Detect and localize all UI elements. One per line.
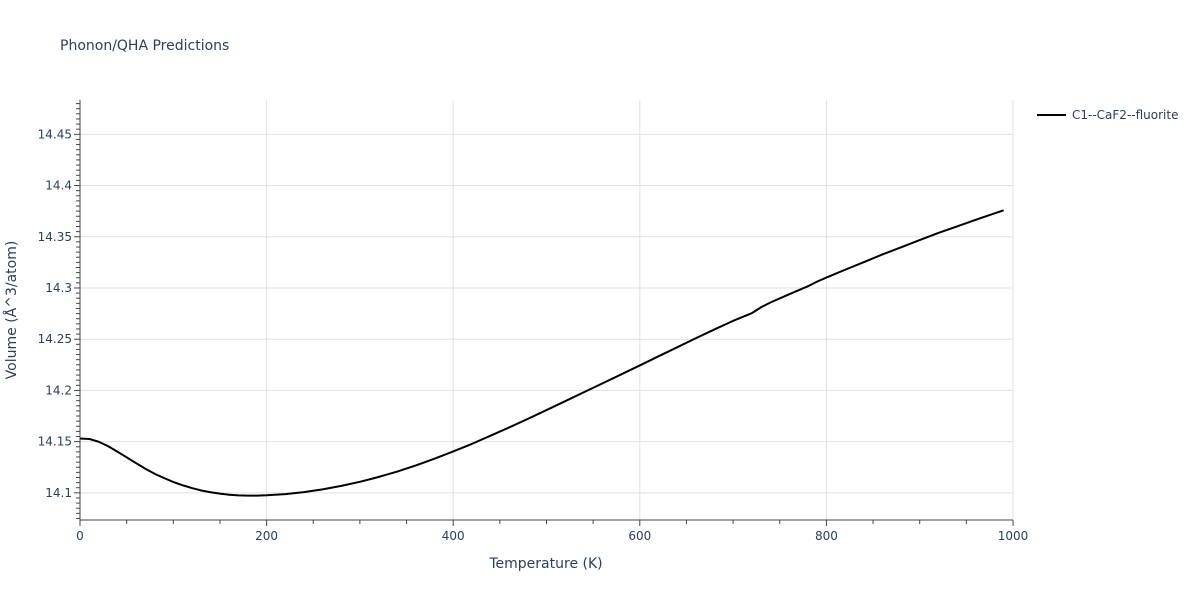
y-tick-label: 14.15	[38, 435, 72, 449]
axes	[74, 100, 1014, 526]
gridlines	[80, 100, 1014, 520]
chart-title: Phonon/QHA Predictions	[60, 38, 229, 54]
y-tick-label: 14.2	[45, 383, 72, 397]
y-tick-label: 14.45	[38, 127, 72, 141]
legend[interactable]: C1--CaF2--fluorite	[1037, 108, 1178, 122]
x-tick-label: 800	[815, 529, 838, 543]
legend-label: C1--CaF2--fluorite	[1072, 108, 1178, 122]
y-tick-label: 14.25	[38, 332, 72, 346]
y-tick-label: 14.3	[45, 281, 72, 295]
y-axis-title: Volume (Å^3/atom)	[3, 241, 20, 380]
x-tick-label: 1000	[998, 529, 1029, 543]
y-tick-label: 14.4	[45, 179, 72, 193]
y-tick-label: 14.35	[38, 230, 72, 244]
tick-labels: 0 200 400 600 800 1000 14.1 14.15 14.2 14.25 14.3 1…	[38, 127, 1029, 543]
series-lines	[79, 209, 1004, 497]
y-tick-label: 14.1	[45, 486, 72, 500]
x-axis-title: Temperature (K)	[488, 556, 602, 572]
x-tick-label: 600	[628, 529, 651, 543]
series-line	[79, 209, 1004, 497]
x-tick-label: 200	[255, 529, 278, 543]
x-tick-label: 400	[442, 529, 465, 543]
x-tick-label: 0	[76, 529, 84, 543]
